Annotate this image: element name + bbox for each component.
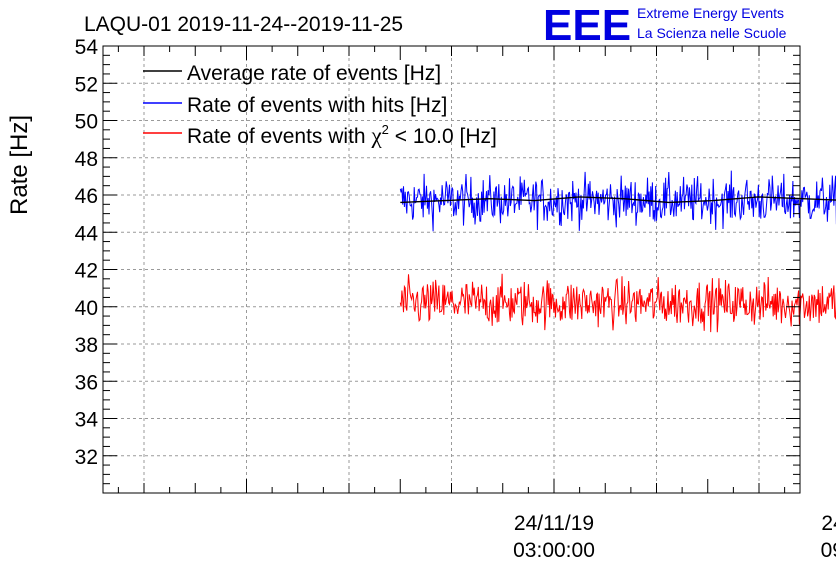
y-tick-label: 54	[75, 36, 99, 59]
axis-ticks	[103, 45, 800, 494]
y-tick-label: 34	[75, 409, 99, 432]
y-tick-label: 40	[75, 297, 98, 320]
x-tick-label-date: 24/11/19	[514, 512, 594, 535]
x-tick-labels: 24/11/19 03:00:00 24/11/19 09:00:00	[513, 512, 836, 562]
y-tick-label: 52	[75, 73, 98, 96]
x-tick-label-time: 03:00:00	[513, 539, 595, 562]
legend-label-hits: Rate of events with hits [Hz]	[187, 94, 447, 117]
y-axis-label: Rate [Hz]	[6, 115, 33, 215]
series-line-2	[399, 273, 836, 333]
legend-label-average: Average rate of events [Hz]	[187, 62, 441, 85]
y-tick-label: 50	[75, 111, 98, 134]
legend-label-chi2: Rate of events with χ2 < 10.0 [Hz]	[187, 122, 497, 148]
series-line-1	[399, 170, 836, 232]
y-tick-labels: 32 34 36 38 40 42 44 46 48 50 52 54	[75, 36, 99, 469]
series-group	[399, 170, 836, 333]
chart-title: LAQU-01 2019-11-24--2019-11-25	[84, 13, 403, 36]
y-tick-label: 32	[75, 446, 98, 469]
x-tick-label-date: 24/11/19	[821, 512, 836, 535]
legend: Average rate of events [Hz] Rate of even…	[143, 62, 497, 148]
x-tick-label-time: 09:00:00	[821, 539, 836, 562]
y-tick-label: 48	[75, 148, 98, 171]
y-tick-label: 44	[75, 222, 99, 245]
y-tick-label: 38	[75, 334, 98, 357]
y-tick-label: 46	[75, 185, 98, 208]
series-line-0	[400, 196, 836, 204]
y-tick-label: 42	[75, 260, 98, 283]
eee-logo: EEE Extreme Energy Events La Scienza nel…	[543, 1, 787, 50]
logo-line1: Extreme Energy Events	[637, 5, 784, 21]
y-tick-label: 36	[75, 371, 98, 394]
logo-mark: EEE	[543, 1, 631, 50]
logo-line2: La Scienza nelle Scuole	[637, 25, 787, 41]
